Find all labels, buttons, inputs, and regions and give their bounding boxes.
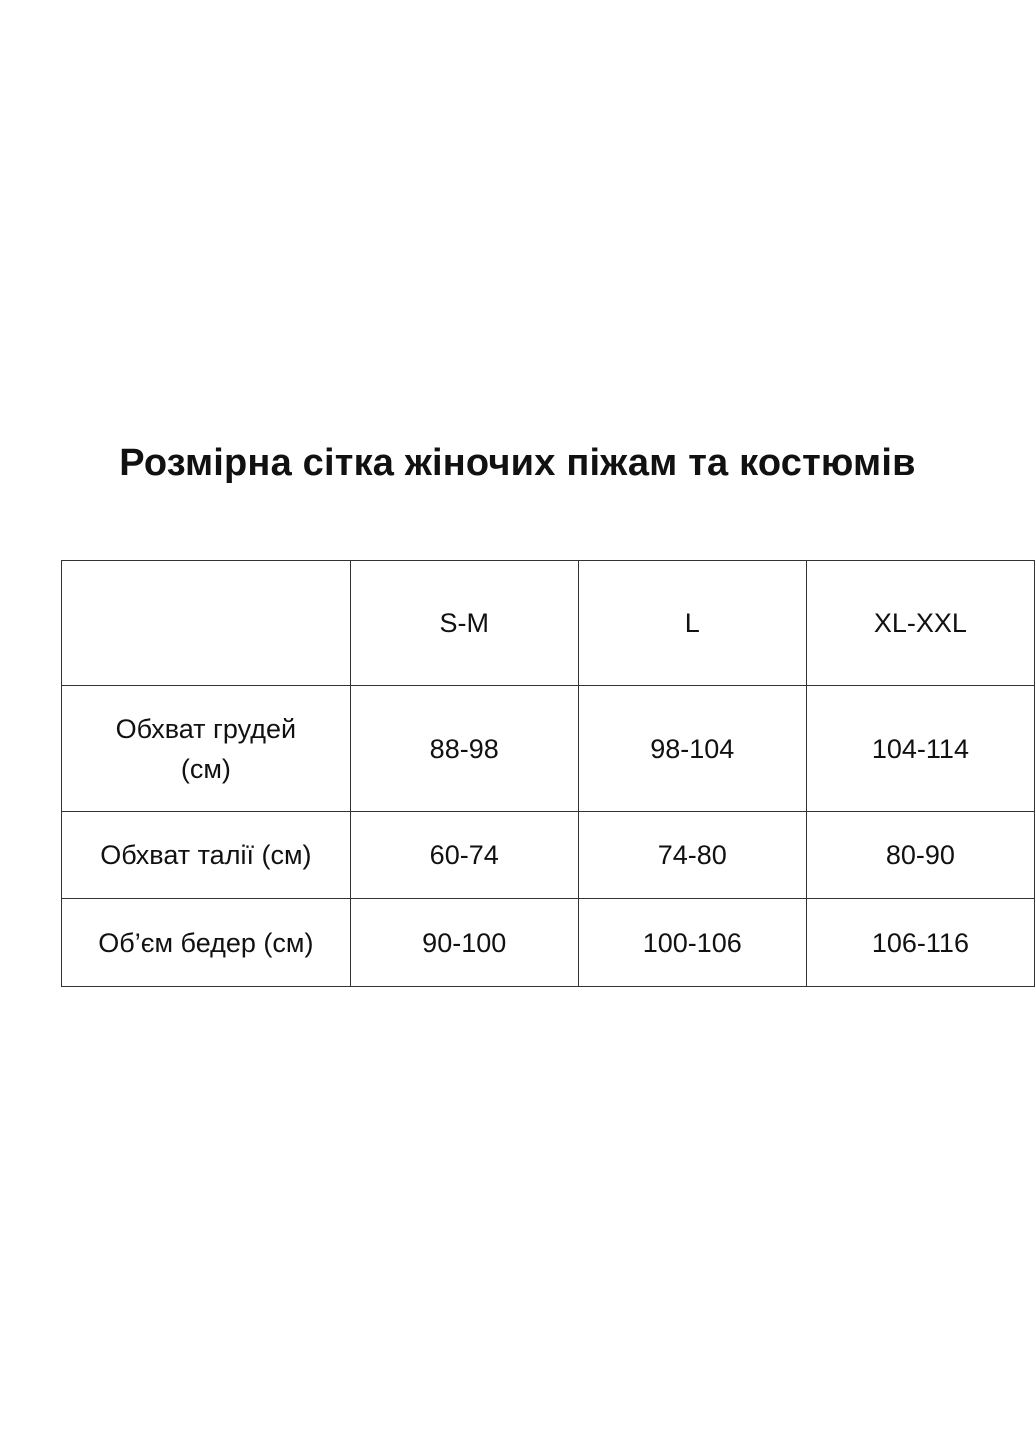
header-cell-s-m: S-M <box>349 560 579 686</box>
page-title: Розмірна сітка жіночих піжам та костюмів <box>119 442 916 484</box>
table-row: Обхват грудей (см) 88-98 98-104 104-114 <box>61 685 1035 812</box>
table-cell: 74-80 <box>577 811 807 899</box>
table-cell: 100-106 <box>577 898 807 987</box>
table-cell: 88-98 <box>349 685 579 812</box>
table-cell: 98-104 <box>577 685 807 812</box>
header-cell-xl-xxl: XL-XXL <box>805 560 1035 686</box>
table-cell: 60-74 <box>349 811 579 899</box>
table-cell: 90-100 <box>349 898 579 987</box>
row-label: Обхват грудей (см) <box>61 685 351 812</box>
table-row: Обхват талії (см) 60-74 74-80 80-90 <box>61 811 1035 899</box>
table-cell: 106-116 <box>805 898 1035 987</box>
header-cell-l: L <box>577 560 807 686</box>
row-label: Об’єм бедер (см) <box>61 898 351 987</box>
table-cell: 80-90 <box>805 811 1035 899</box>
table-cell: 104-114 <box>805 685 1035 812</box>
size-chart-table: S-M L XL-XXL Обхват грудей (см) 88-98 98… <box>61 560 1035 987</box>
table-row: Об’єм бедер (см) 90-100 100-106 106-116 <box>61 898 1035 987</box>
table-header-row: S-M L XL-XXL <box>61 560 1035 686</box>
row-label: Обхват талії (см) <box>61 811 351 899</box>
header-cell-empty <box>61 560 351 686</box>
